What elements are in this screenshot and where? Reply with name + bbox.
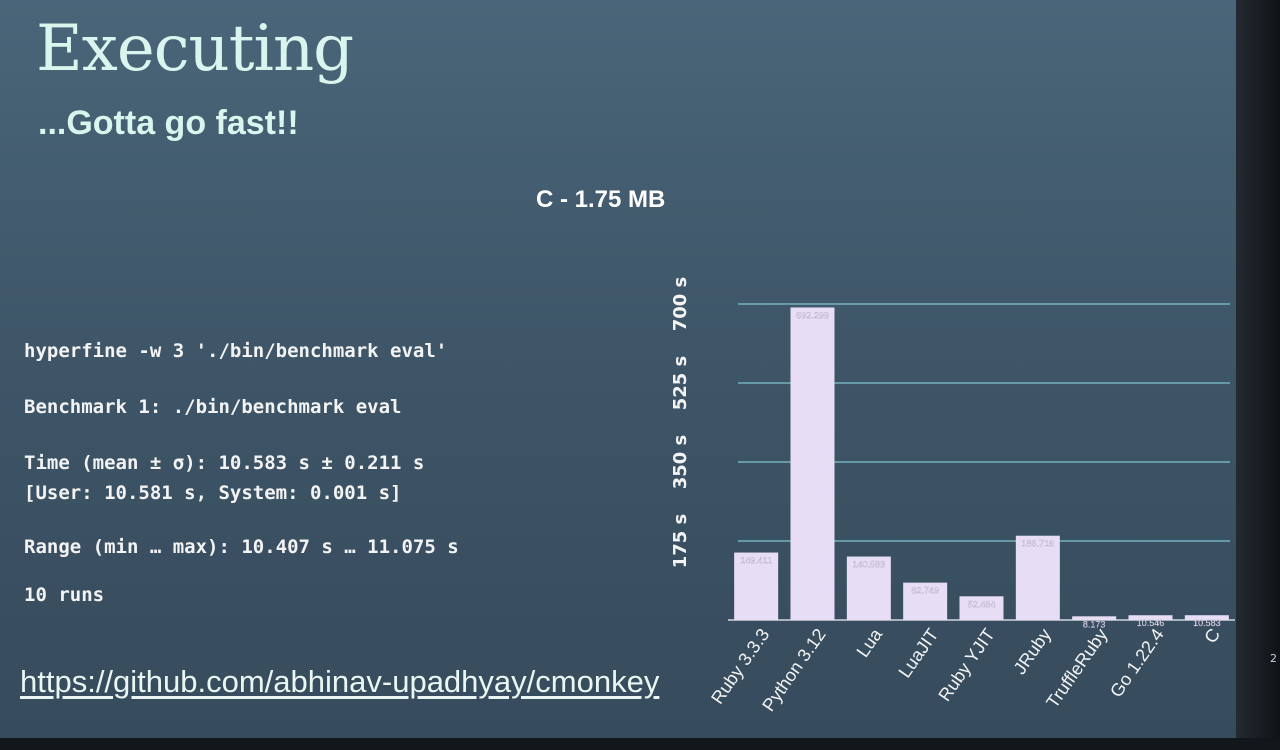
hyperfine-command: hyperfine -w 3 './bin/benchmark eval' <box>24 340 448 362</box>
time-mean-line: Time (mean ± σ): 10.583 s ± 0.211 s <box>24 452 425 474</box>
bar-3 <box>903 582 948 620</box>
bar-value-label-5: 186.716 <box>1022 539 1055 549</box>
bar-6 <box>1072 616 1117 620</box>
user-system-line: [User: 10.581 s, System: 0.001 s] <box>24 482 402 504</box>
bar-value-label-2: 140.583 <box>853 560 886 570</box>
bar-value-label-8: 10.583 <box>1193 618 1221 628</box>
bar-value-label-7: 10.546 <box>1137 618 1165 628</box>
bar-value-label-0: 149.411 <box>740 556 772 566</box>
slide-subtitle: ...Gotta go fast!! <box>38 104 299 142</box>
category-label-4: Ruby YJIT <box>934 625 998 705</box>
bar-2 <box>846 556 891 620</box>
bar-value-label-3: 82.749 <box>911 586 939 596</box>
range-line: Range (min … max): 10.407 s … 11.075 s <box>24 536 459 558</box>
runs-line: 10 runs <box>24 584 105 606</box>
bar-7 <box>1128 615 1173 620</box>
category-label-5: JRuby <box>1009 625 1055 678</box>
bar-5 <box>1015 535 1060 620</box>
bar-value-label-4: 52.484 <box>968 599 996 609</box>
bar-1 <box>790 307 835 620</box>
y-tick-label-350: 350 s <box>670 435 691 490</box>
slide-title: Executing <box>36 12 354 86</box>
chart-title: C - 1.75 MB <box>536 186 666 213</box>
bar-value-label-6: 8.173 <box>1083 619 1106 629</box>
benchmark-line: Benchmark 1: ./bin/benchmark eval <box>24 396 402 418</box>
category-label-3: LuaJIT <box>894 625 942 682</box>
y-tick-label-700: 700 s <box>670 277 691 332</box>
bar-0 <box>734 552 779 620</box>
github-repo-link[interactable]: https://github.com/abhinav-upadhyay/cmon… <box>20 664 660 699</box>
screen-frame-right <box>1236 0 1280 750</box>
screen-frame-bottom <box>0 738 1280 750</box>
bar-8 <box>1184 615 1229 620</box>
bar-value-label-1: 692.299 <box>796 310 829 320</box>
y-tick-label-525: 525 s <box>670 356 691 411</box>
bar-4 <box>959 596 1004 620</box>
y-tick-label-175: 175 s <box>670 514 691 569</box>
category-label-2: Lua <box>852 624 886 661</box>
page-number: 2 <box>1270 652 1277 665</box>
category-label-7: Go 1.22.4 <box>1106 625 1168 701</box>
